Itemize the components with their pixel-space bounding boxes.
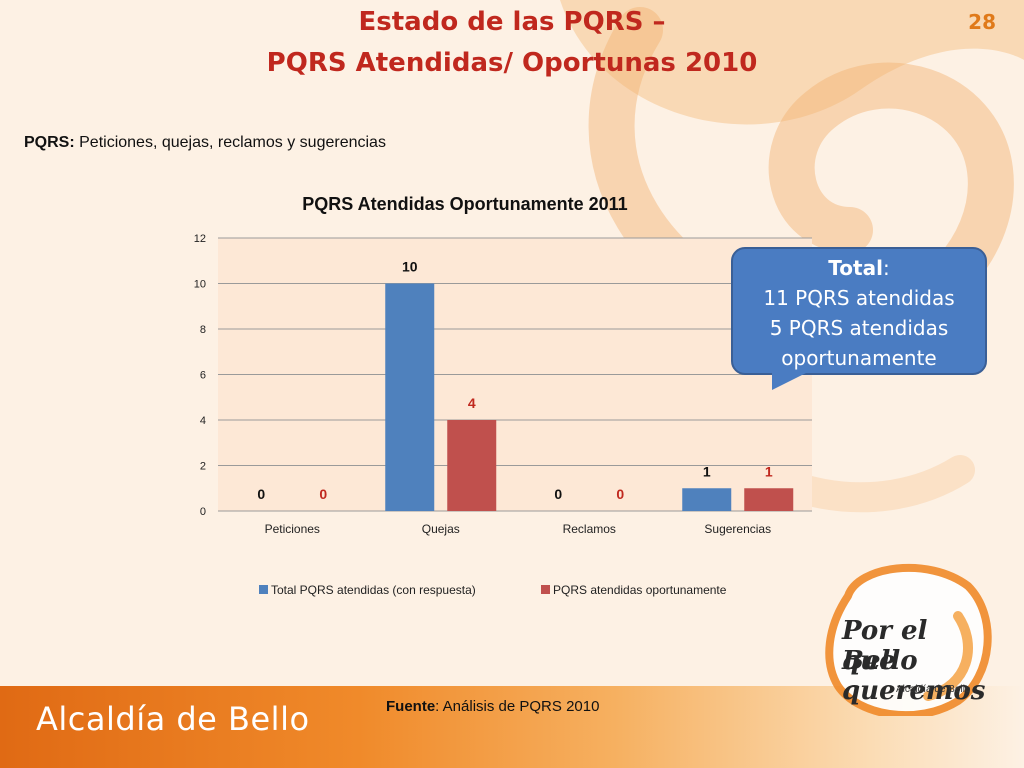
legend-label: Total PQRS atendidas (con respuesta) (271, 583, 476, 597)
logo-line1: Por el Bello (842, 616, 928, 676)
y-tick-label: 10 (194, 279, 206, 291)
logo: Por el Bello que queremos Alcaldía de Be… (818, 556, 998, 720)
slide-title-line1: Estado de las PQRS – (358, 7, 666, 37)
legend-label: PQRS atendidas oportunamente (553, 583, 727, 597)
callout-line2: 5 PQRS atendidas (769, 316, 949, 340)
y-tick-label: 2 (200, 461, 206, 473)
data-label: 0 (257, 486, 265, 502)
callout-tail (772, 372, 808, 390)
total-callout: Total: 11 PQRS atendidas 5 PQRS atendida… (731, 247, 987, 375)
data-label: 0 (554, 486, 562, 502)
footer-brand: Alcaldía de Bello (36, 700, 310, 738)
y-tick-label: 12 (194, 233, 206, 245)
bar (744, 488, 794, 511)
bar (682, 488, 732, 511)
source-note: Fuente: Análisis de PQRS 2010 (386, 698, 599, 715)
y-tick-label: 8 (200, 324, 206, 336)
x-tick-label: Quejas (422, 522, 460, 536)
x-tick-label: Sugerencias (704, 522, 771, 536)
legend-swatch (259, 585, 268, 594)
y-tick-label: 4 (200, 415, 206, 427)
data-label: 1 (703, 463, 711, 479)
source-label: Fuente (386, 698, 436, 715)
data-label: 4 (468, 395, 476, 411)
logo-subtitle: Alcaldía de Bello (896, 684, 971, 695)
data-label: 1 (765, 463, 773, 479)
definition-text: Peticiones, quejas, reclamos y sugerenci… (74, 134, 386, 151)
slide-title-line2: PQRS Atendidas/ Oportunas 2010 (266, 48, 758, 78)
data-label: 0 (319, 486, 327, 502)
x-tick-label: Reclamos (563, 522, 616, 536)
callout-line3: oportunamente (781, 346, 937, 370)
definition-label: PQRS: (24, 134, 75, 151)
data-label: 10 (402, 259, 418, 275)
bar (447, 420, 497, 511)
callout-line1: 11 PQRS atendidas (763, 286, 955, 310)
pqrs-definition: PQRS: Peticiones, quejas, reclamos y sug… (24, 134, 386, 152)
callout-label-suffix: : (882, 256, 890, 280)
chart-title: PQRS Atendidas Oportunamente 2011 (302, 194, 627, 214)
callout-label: Total (828, 256, 883, 280)
bar (385, 283, 435, 511)
page-number: 28 (968, 10, 996, 34)
data-label: 0 (616, 486, 624, 502)
x-tick-label: Peticiones (265, 522, 320, 536)
source-text: : Análisis de PQRS 2010 (435, 698, 600, 715)
y-tick-label: 6 (200, 370, 206, 382)
y-tick-label: 0 (200, 506, 206, 518)
logo-swirl-icon (825, 563, 992, 720)
logo-line2: que queremos (842, 646, 986, 706)
legend-swatch (541, 585, 550, 594)
